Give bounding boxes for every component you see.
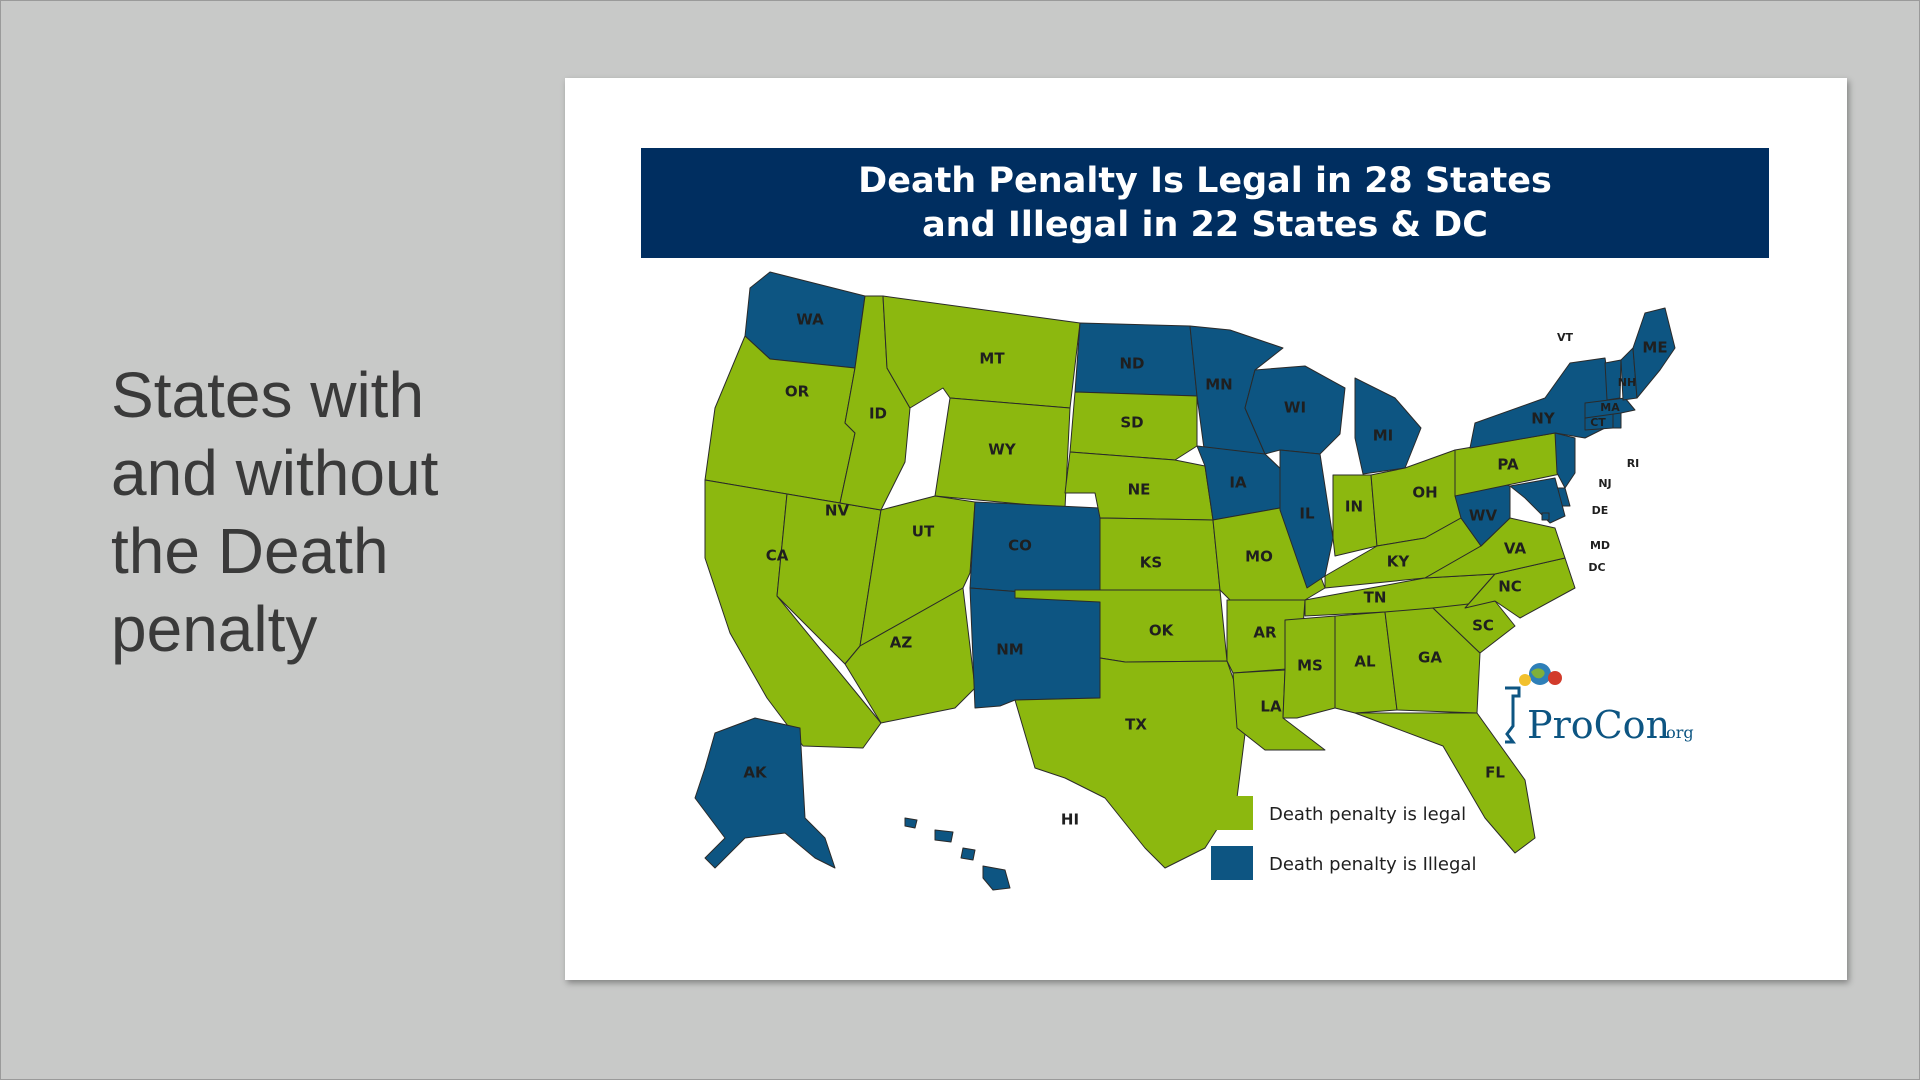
map-title-line-2: and Illegal in 22 States & DC (922, 205, 1488, 245)
state-label-fl: FL (1485, 764, 1505, 782)
state-label-sc: SC (1472, 617, 1494, 635)
state-label-nc: NC (1498, 578, 1522, 596)
state-label-ma: MA (1600, 401, 1620, 414)
state-al (1334, 611, 1398, 714)
map-image: Death Penalty Is Legal in 28 States and … (565, 78, 1847, 980)
state-label-in: IN (1345, 498, 1363, 516)
legend-legal-label: Death penalty is legal (1269, 804, 1466, 825)
states-layer (694, 271, 1676, 891)
state-label-ca: CA (766, 547, 789, 565)
state-sd (1069, 391, 1198, 461)
state-label-az: AZ (890, 634, 913, 652)
state-fl (1354, 712, 1536, 854)
state-md (1509, 477, 1566, 524)
state-in (1332, 474, 1378, 557)
state-label-sd: SD (1120, 414, 1143, 432)
labels-layer: WA OR CA NV ID MT WY UT AZ CO NM ND SD NE KS OK TX MN IA MO… (743, 311, 1667, 829)
slide-title-line-2: and without (111, 437, 439, 509)
state-co (969, 501, 1101, 599)
state-label-dc: DC (1588, 561, 1605, 574)
state-label-ct: CT (1590, 416, 1606, 429)
state-label-ok: OK (1149, 622, 1175, 640)
state-label-ga: GA (1418, 649, 1442, 667)
state-dc (1541, 512, 1550, 521)
state-label-ia: IA (1229, 474, 1247, 492)
state-label-va: VA (1504, 540, 1527, 558)
state-label-ks: KS (1140, 554, 1162, 572)
state-label-vt: VT (1557, 331, 1574, 344)
state-label-mo: MO (1245, 548, 1273, 566)
state-label-tx: TX (1125, 716, 1147, 734)
state-label-ar: AR (1253, 624, 1277, 642)
state-label-la: LA (1260, 698, 1282, 716)
state-label-nh: NH (1618, 376, 1636, 389)
state-label-de: DE (1592, 504, 1609, 517)
state-label-ne: NE (1128, 481, 1151, 499)
logo-suffix-text: .org (1661, 723, 1694, 742)
state-label-il: IL (1299, 505, 1315, 523)
state-ak (694, 717, 836, 869)
state-nm (969, 587, 1101, 709)
badge-icon (1548, 671, 1562, 685)
logo-main-text: ProCon (1527, 703, 1670, 747)
legend-illegal-label: Death penalty is Illegal (1269, 854, 1476, 875)
us-map: WA OR CA NV ID MT WY UT AZ CO NM ND SD NE KS OK TX MN IA MO… (694, 271, 1694, 891)
state-label-nm: NM (996, 641, 1023, 659)
legend-illegal-swatch (1211, 846, 1253, 880)
state-ga (1384, 607, 1481, 714)
state-label-mt: MT (979, 350, 1005, 368)
state-label-tn: TN (1364, 589, 1387, 607)
state-label-ri: RI (1627, 457, 1640, 470)
state-label-hi: HI (1061, 811, 1079, 829)
state-az (844, 587, 976, 724)
state-ri (1612, 412, 1622, 429)
state-label-ky: KY (1387, 553, 1411, 571)
state-label-or: OR (785, 383, 810, 401)
slide-title-line-3: the Death (111, 515, 389, 587)
state-mt (882, 295, 1081, 409)
state-label-wi: WI (1284, 399, 1306, 417)
state-label-ms: MS (1297, 657, 1323, 675)
state-label-id: ID (869, 405, 887, 423)
legend-legal-swatch (1211, 796, 1253, 830)
state-label-pa: PA (1497, 456, 1519, 474)
state-label-wv: WV (1469, 507, 1498, 525)
state-ma (1584, 397, 1636, 419)
state-label-ak: AK (743, 764, 768, 782)
map-title-banner: Death Penalty Is Legal in 28 States and … (641, 148, 1769, 258)
state-label-md: MD (1590, 539, 1610, 552)
state-label-ny: NY (1531, 410, 1556, 428)
map-title-line-1: Death Penalty Is Legal in 28 States (858, 161, 1552, 201)
state-label-nj: NJ (1598, 477, 1611, 490)
procon-logo: ProCon .org (1505, 663, 1694, 747)
state-hi (904, 817, 1011, 891)
state-label-nd: ND (1119, 355, 1144, 373)
sun-icon (1519, 674, 1531, 686)
state-vt (1604, 359, 1622, 401)
slide-title-line-1: States with (111, 359, 425, 431)
legend: Death penalty is legal Death penalty is … (1211, 796, 1476, 880)
state-me (1632, 307, 1676, 399)
state-label-nv: NV (825, 502, 850, 520)
state-label-mn: MN (1205, 376, 1232, 394)
slide-title: States with and without the Death penalt… (111, 356, 531, 668)
state-nj (1554, 432, 1576, 489)
state-label-mi: MI (1373, 427, 1394, 445)
slide-title-line-4: penalty (111, 593, 318, 665)
state-label-al: AL (1354, 653, 1376, 671)
state-label-wy: WY (988, 441, 1017, 459)
state-label-ut: UT (912, 523, 935, 541)
state-label-wa: WA (796, 311, 824, 329)
state-label-co: CO (1008, 537, 1032, 555)
state-label-oh: OH (1412, 484, 1437, 502)
state-label-me: ME (1642, 339, 1667, 357)
